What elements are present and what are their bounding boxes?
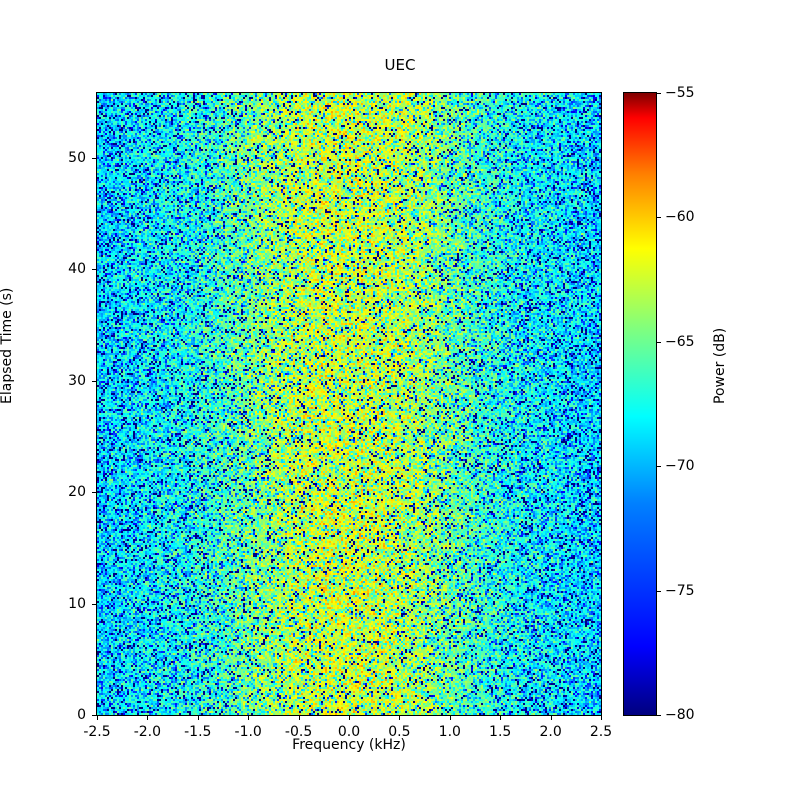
colorbar-tick-mark [657,217,661,218]
x-tick-mark [299,716,300,720]
x-tick-label: 0.0 [337,724,361,740]
x-tick-mark [349,716,350,720]
x-axis-label: Frequency (kHz) [292,737,406,753]
x-tick-label: -2.5 [83,724,111,740]
x-tick-mark [450,716,451,720]
x-tick-mark [399,716,400,720]
colorbar-tick-label: −65 [665,333,695,350]
y-tick-mark [92,381,96,382]
y-tick-mark [92,715,96,716]
colorbar-tick-label: −60 [665,209,695,226]
colorbar-tick-label: −80 [665,707,695,723]
colorbar-tick-mark [657,715,661,716]
colorbar-tick-mark [657,591,661,592]
title-station-name: UEC [384,56,416,74]
colorbar-tick-label: −55 [665,85,695,101]
spectrogram-image [97,93,601,715]
x-tick-mark [500,716,501,720]
x-tick-mark [97,716,98,720]
colorbar-tick-mark [657,466,661,467]
colorbar-tick-mark [657,342,661,343]
x-tick-mark [147,716,148,720]
x-tick-mark [551,716,552,720]
y-tick-label: 20 [68,484,86,501]
colorbar-tick-mark [657,93,661,94]
y-tick-mark [92,604,96,605]
colorbar-label: Power (dB) [712,327,728,404]
y-tick-mark [92,492,96,493]
x-tick-label: 2.0 [539,724,562,740]
x-tick-label: 1.0 [438,724,461,740]
colorbar-tick-label: −70 [665,458,695,475]
x-tick-mark [198,716,199,720]
y-axis-label: Elapsed Time (s) [0,287,15,404]
x-tick-mark [601,716,602,720]
x-tick-label: 1.5 [489,724,512,740]
x-tick-label: -1.5 [184,724,212,740]
x-tick-label: 2.5 [589,724,613,740]
y-tick-label: 40 [68,261,86,278]
y-tick-mark [92,269,96,270]
x-tick-label: -1.0 [234,724,262,740]
y-tick-label: 0 [77,707,86,723]
x-tick-label: 0.5 [388,724,411,740]
spectrogram-plot-area[interactable] [96,92,602,716]
y-tick-label: 50 [68,149,86,166]
y-tick-label: 30 [68,372,86,389]
y-tick-mark [92,158,96,159]
y-tick-label: 10 [68,595,86,612]
x-tick-label: -2.0 [133,724,162,740]
colorbar[interactable] [623,92,657,716]
x-tick-label: -0.5 [284,724,313,740]
colorbar-tick-label: −75 [665,582,695,599]
x-tick-mark [248,716,249,720]
